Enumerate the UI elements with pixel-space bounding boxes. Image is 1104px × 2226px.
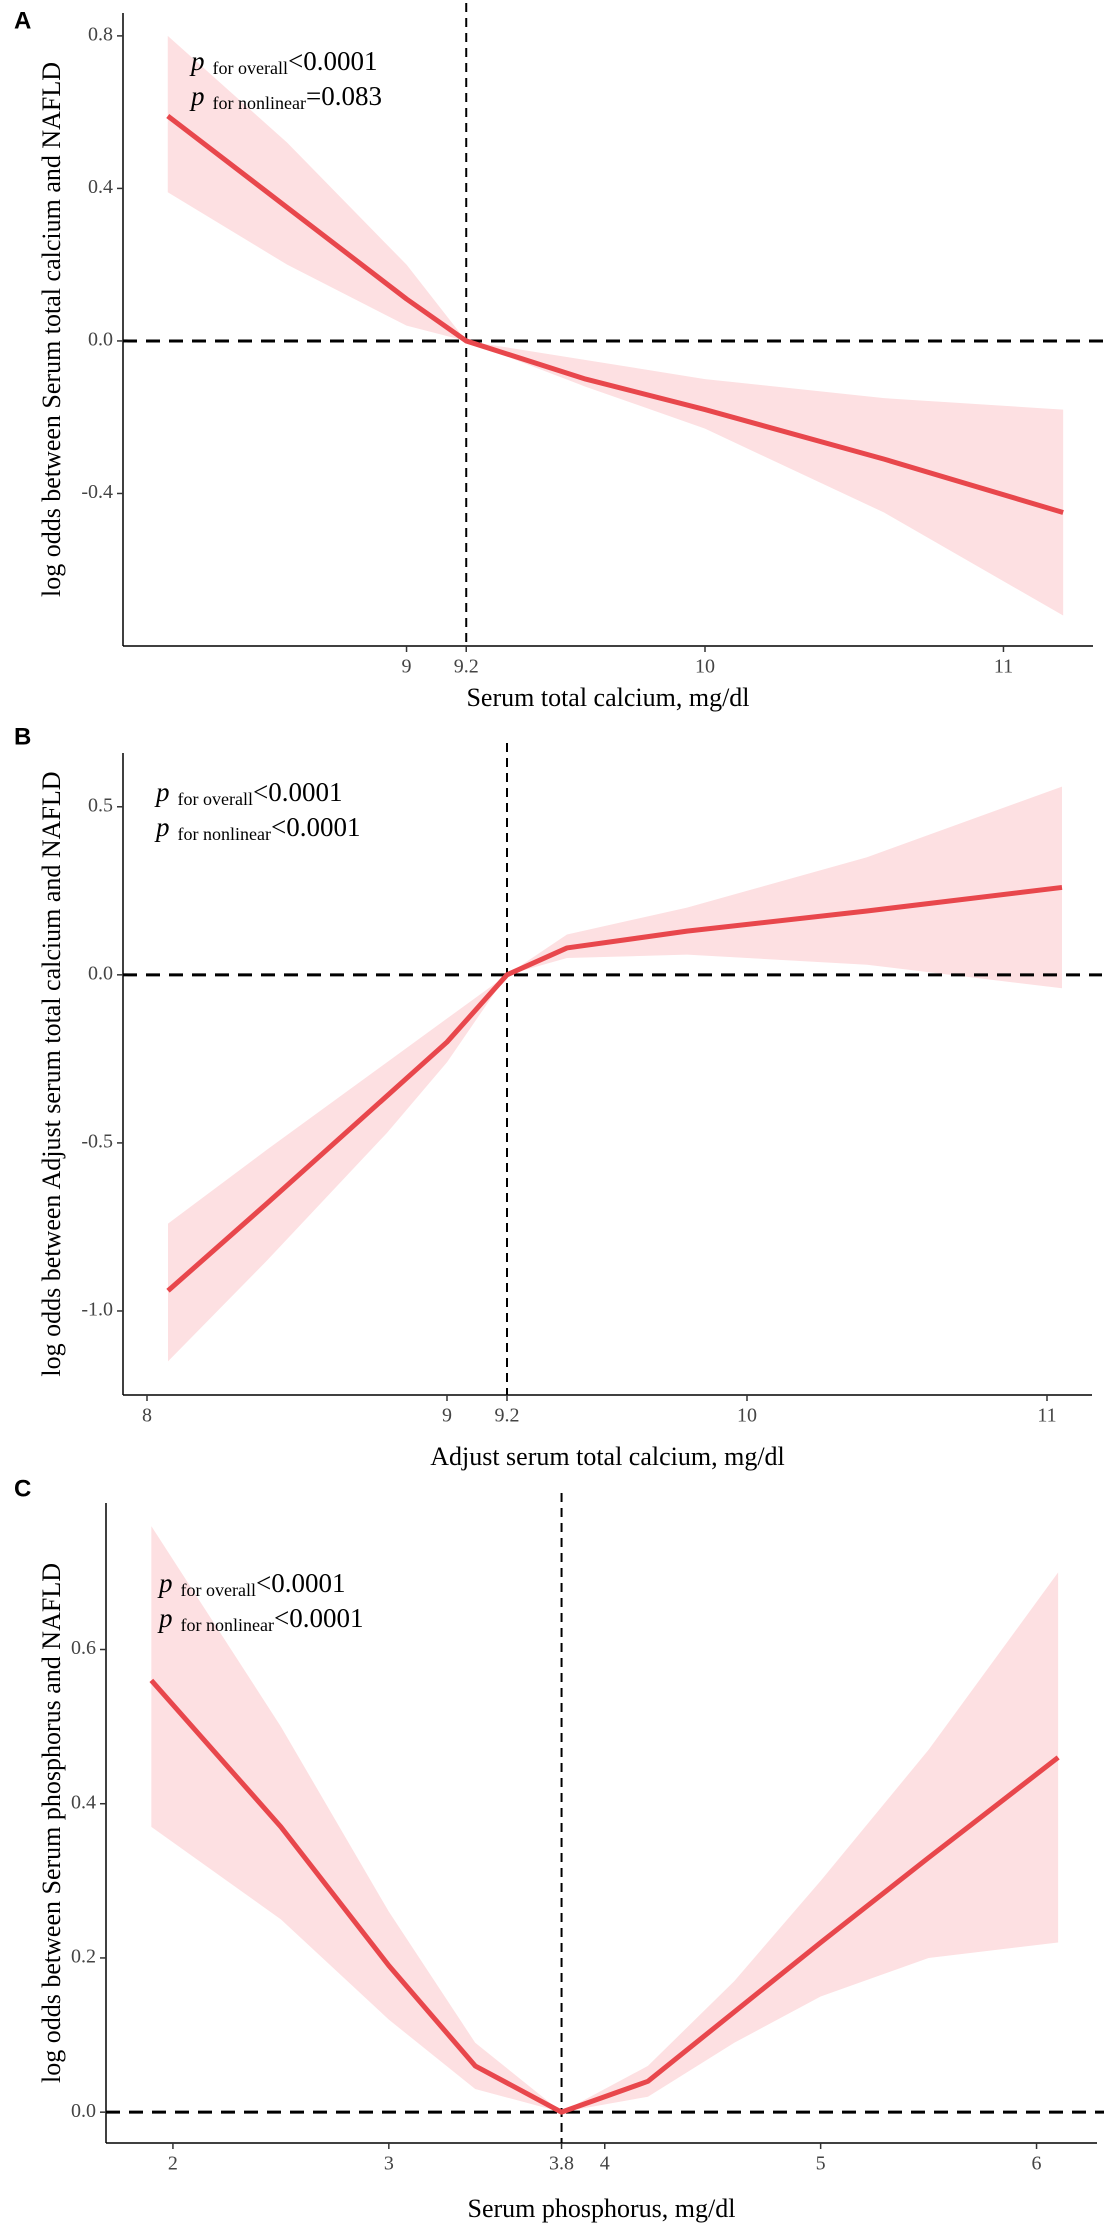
y-tick-label: 0.5 (88, 794, 113, 816)
p-symbol: p (154, 777, 170, 807)
x-tick-label: 5 (816, 2153, 826, 2175)
p-subscript: for nonlinear (178, 824, 271, 844)
x-tick-label: 9.2 (454, 656, 479, 678)
y-tick-label: -1.0 (81, 1299, 113, 1321)
p-value-annotation: p for nonlinear<0.0001 (157, 1603, 363, 1635)
x-axis-label: Adjust serum total calcium, mg/dl (430, 1442, 785, 1471)
x-tick-label: 2 (168, 2153, 178, 2175)
y-axis-label: log odds between Serum phosphorus and NA… (37, 1563, 66, 2083)
confidence-band (168, 786, 1062, 1362)
x-tick-label: 10 (695, 656, 715, 678)
confidence-band (151, 1526, 1059, 2113)
y-tick-label: 0.4 (71, 1791, 96, 1813)
p-value-annotation: p for nonlinear<0.0001 (154, 812, 360, 844)
p-subscript: for nonlinear (213, 93, 306, 113)
p-subscript: for overall (181, 1580, 256, 1600)
x-tick-label: 6 (1032, 2153, 1042, 2175)
y-tick-label: 0.0 (71, 2100, 96, 2122)
x-tick-label: 11 (1037, 1405, 1056, 1427)
p-subscript: for overall (213, 58, 288, 78)
y-tick-label: 0.8 (88, 23, 113, 45)
p-value: <0.0001 (274, 1603, 363, 1633)
p-value: <0.0001 (288, 46, 377, 76)
p-symbol: p (157, 1568, 173, 1598)
x-tick-label: 9 (442, 1405, 452, 1427)
y-tick-label: 0.6 (71, 1637, 96, 1659)
panel-label: B (14, 723, 31, 750)
y-tick-label: 0.4 (88, 176, 113, 198)
p-symbol: p (189, 46, 205, 76)
spline-curve (166, 113, 1064, 515)
y-tick-label: 0.0 (88, 962, 113, 984)
p-value-annotation: p for nonlinear=0.083 (189, 81, 382, 113)
x-tick-label: 8 (142, 1405, 152, 1427)
spline-curve (149, 1678, 1060, 2115)
x-tick-label: 4 (600, 2153, 610, 2175)
p-subscript: for overall (178, 789, 253, 809)
y-axis-label: log odds between Adjust serum total calc… (37, 771, 66, 1376)
x-axis-label: Serum total calcium, mg/dl (466, 683, 749, 712)
p-symbol: p (189, 81, 205, 111)
p-value: <0.0001 (253, 777, 342, 807)
x-tick-label: 10 (737, 1405, 757, 1427)
x-tick-label: 3 (384, 2153, 394, 2175)
x-axis-label: Serum phosphorus, mg/dl (468, 2194, 736, 2223)
confidence-band (167, 35, 1064, 616)
y-tick-label: 0.0 (88, 329, 113, 351)
x-tick-label: 3.8 (549, 2153, 574, 2175)
p-value: <0.0001 (271, 812, 360, 842)
y-axis-label: log odds between Serum total calcium and… (37, 62, 66, 597)
panel-label: A (14, 7, 31, 34)
x-tick-label: 9.2 (495, 1405, 520, 1427)
p-symbol: p (154, 812, 170, 842)
p-subscript: for nonlinear (181, 1615, 274, 1635)
p-value-annotation: p for overall<0.0001 (189, 46, 377, 78)
y-tick-label: -0.5 (81, 1130, 113, 1152)
x-tick-label: 11 (994, 656, 1013, 678)
p-value-annotation: p for overall<0.0001 (154, 777, 342, 809)
p-value: <0.0001 (256, 1568, 345, 1598)
p-value-annotation: p for overall<0.0001 (157, 1568, 345, 1600)
p-value: =0.083 (306, 81, 382, 111)
y-tick-label: 0.2 (71, 1946, 96, 1968)
spline-curve (166, 884, 1063, 1293)
x-tick-label: 9 (402, 656, 412, 678)
p-symbol: p (157, 1603, 173, 1633)
panel-label: C (14, 1475, 31, 1502)
y-tick-label: -0.4 (81, 481, 113, 503)
